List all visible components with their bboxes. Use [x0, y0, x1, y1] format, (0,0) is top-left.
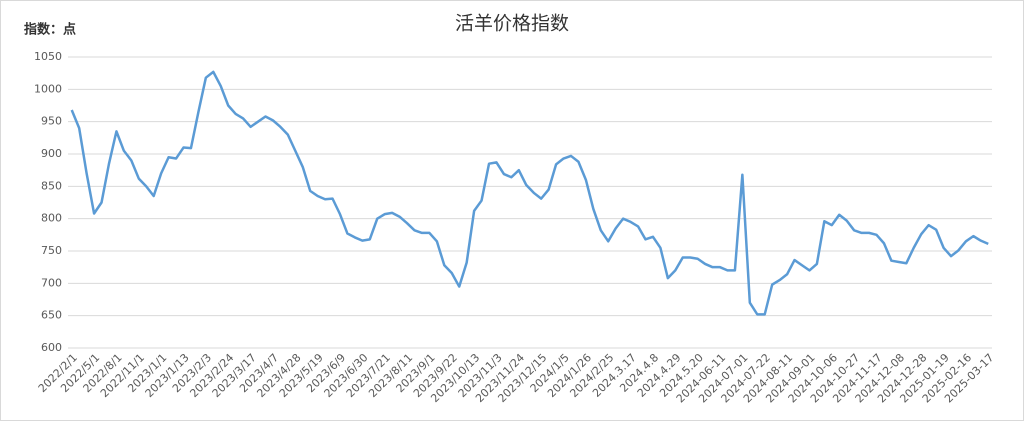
y-tick-label: 1050	[34, 50, 62, 63]
y-tick-label: 1000	[34, 82, 62, 95]
chart-title: 活羊价格指数	[455, 13, 569, 35]
y-tick-label: 950	[41, 115, 62, 128]
data-line	[70, 70, 989, 316]
y-tick-label: 650	[41, 309, 62, 322]
y-axis-label: 指数：点	[24, 22, 76, 38]
y-tick-label: 800	[41, 212, 62, 225]
y-tick-label: 600	[41, 341, 62, 354]
y-tick-label: 700	[41, 276, 62, 289]
y-tick-label: 850	[41, 179, 62, 192]
y-tick-label: 900	[41, 147, 62, 160]
y-tick-label: 750	[41, 244, 62, 257]
